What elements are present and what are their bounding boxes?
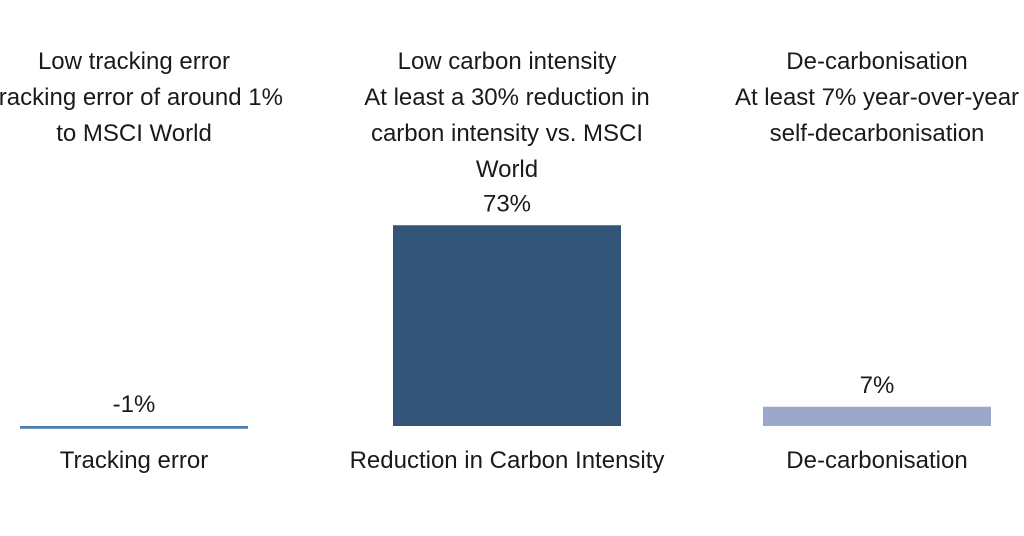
x-tick-label: Tracking error: [60, 447, 208, 474]
bar: [393, 225, 621, 426]
column-heading: Low tracking error Tracking error of arou…: [0, 44, 284, 152]
description: At least 7% year-over-year self-decarbon…: [734, 84, 1020, 147]
x-tick-label: Reduction in Carbon Intensity: [350, 447, 665, 474]
value-label: -1%: [113, 391, 156, 418]
value-label: 73%: [483, 190, 531, 217]
heading: Low tracking error: [37, 48, 231, 75]
x-tick-label: De-carbonisation: [786, 447, 967, 474]
description: At least a 30% reduction in carbon inten…: [364, 84, 650, 183]
bar: [20, 426, 248, 429]
description: Tracking error of around 1% to MSCI Worl…: [0, 84, 283, 147]
heading: Low carbon intensity: [397, 48, 617, 75]
bar: [763, 406, 991, 426]
value-label: 7%: [860, 372, 895, 399]
column-heading: Low carbon intensity At least a 30% reduc…: [357, 44, 657, 188]
heading: De-carbonisation: [786, 48, 968, 75]
column-heading: De-carbonisation At least 7% year-over-ye…: [727, 44, 1024, 152]
